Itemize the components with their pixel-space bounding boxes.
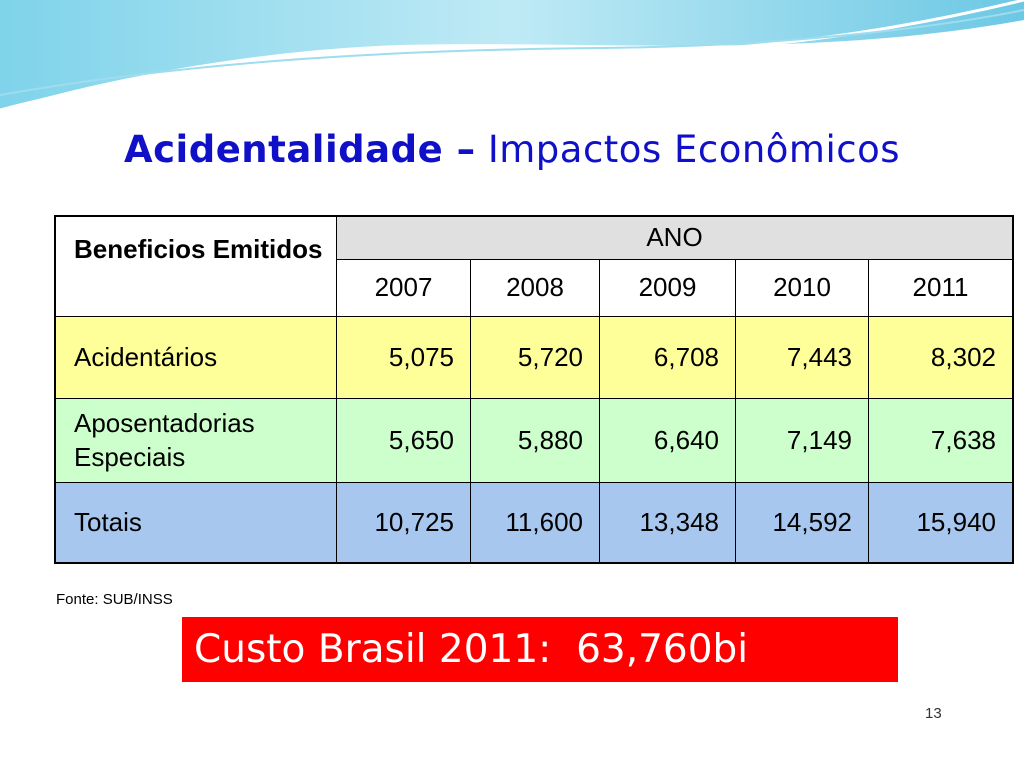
year-row: 2007 2008 2009 2010 2011 — [55, 258, 1014, 317]
callout: Custo Brasil 2011: 63,760bi — [182, 617, 898, 682]
value-cell: 13,348 — [599, 481, 736, 564]
value-cell: 5,650 — [336, 397, 471, 483]
value-cell: 6,640 — [599, 397, 736, 483]
source: Fonte: SUB/INSS — [56, 591, 173, 608]
value-cell: 7,149 — [735, 397, 869, 483]
year-cell: 2010 — [735, 258, 869, 317]
page-number: 13 — [925, 705, 942, 722]
decor-wave — [0, 0, 1024, 112]
data-row: Acidentários 5,075 5,720 6,708 7,443 8,302 — [54, 315, 1014, 399]
value-cell: 7,638 — [868, 397, 1014, 483]
header-row: Beneficios Emitidos ANO — [54, 215, 1014, 317]
title-rest: Impactos Econômicos — [487, 128, 901, 171]
year-cell: 2008 — [470, 258, 600, 317]
row-label: Acidentários — [54, 315, 337, 399]
year-cell: 2007 — [336, 258, 471, 317]
value-cell: 6,708 — [599, 315, 736, 399]
value-cell: 15,940 — [868, 481, 1014, 564]
value-cell: 5,075 — [336, 315, 471, 399]
row-label: Aposentadorias Especiais — [54, 397, 337, 483]
data-row: Aposentadorias Especiais 5,650 5,880 6,640 7… — [54, 397, 1014, 483]
value-cell: 11,600 — [470, 481, 600, 564]
corner-cell: Beneficios Emitidos — [54, 215, 337, 317]
value-cell: 10,725 — [336, 481, 471, 564]
value-cell: 7,443 — [735, 315, 869, 399]
row-label: Totais — [54, 481, 337, 564]
title-bold: Acidentalidade – — [123, 128, 476, 171]
value-cell: 14,592 — [735, 481, 869, 564]
title: Acidentalidade – Impactos Econômicos — [0, 128, 1024, 171]
value-cell: 5,880 — [470, 397, 600, 483]
value-cell: 8,302 — [868, 315, 1014, 399]
year-cell: 2011 — [868, 258, 1014, 317]
group-header: ANO — [336, 215, 1014, 260]
data-table: Beneficios Emitidos ANO 2007 2008 2009 2010 20… — [54, 215, 1014, 564]
value-cell: 5,720 — [470, 315, 600, 399]
year-cell: 2009 — [599, 258, 736, 317]
data-row: Totais 10,725 11,600 13,348 14,592 15,940 — [54, 481, 1014, 564]
